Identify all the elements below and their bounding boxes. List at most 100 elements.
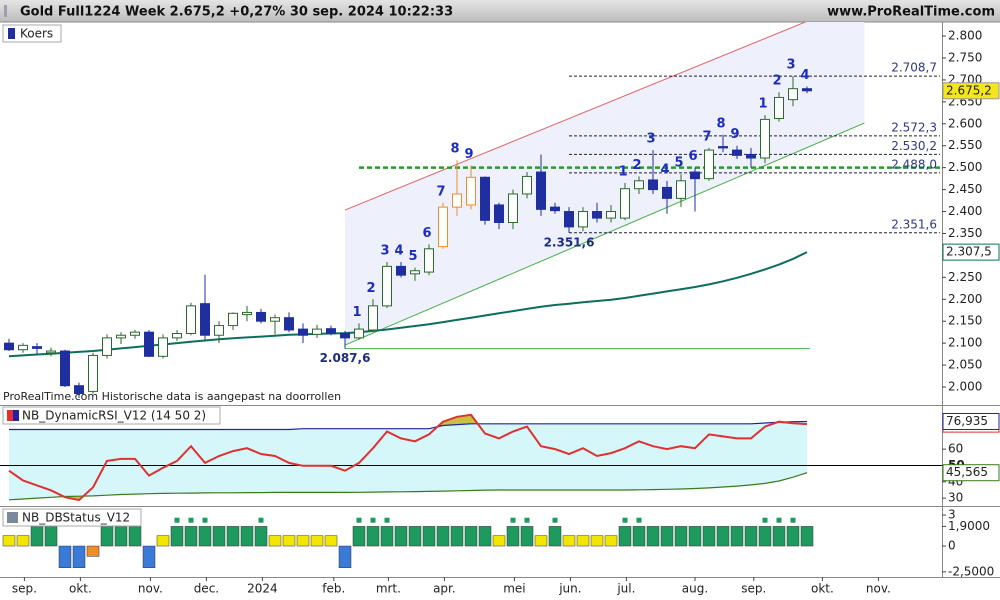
x-tick-label: 2024 bbox=[247, 582, 278, 596]
status-bar bbox=[604, 535, 618, 547]
y-tick-label: 60 bbox=[948, 442, 963, 456]
wave-label: 2 bbox=[632, 158, 641, 173]
status-bar bbox=[338, 545, 352, 568]
candle-body bbox=[578, 211, 588, 228]
candle-body bbox=[802, 88, 812, 92]
candle-body bbox=[760, 118, 770, 159]
candle-body bbox=[676, 180, 686, 199]
wave-label: 1 bbox=[352, 305, 361, 320]
status-bar bbox=[436, 526, 450, 547]
level-label: 2.708,7 bbox=[891, 61, 937, 75]
wave-label: 4 bbox=[800, 68, 809, 83]
status-dot bbox=[776, 517, 782, 523]
x-tick-label: sep. bbox=[741, 582, 766, 596]
legend-icon bbox=[13, 410, 19, 421]
y-tick-label: -2,5000 bbox=[948, 564, 994, 578]
status-bar bbox=[646, 526, 660, 547]
candle-body bbox=[88, 354, 98, 392]
rsi-band bbox=[9, 421, 807, 500]
status-bar bbox=[184, 526, 198, 547]
y-tick-label: 2.000 bbox=[948, 380, 982, 394]
legend-label: Koers bbox=[20, 27, 53, 41]
candle-body bbox=[326, 328, 336, 334]
level-label: 2.488,0 bbox=[891, 157, 937, 171]
y-tick-label: 2.600 bbox=[948, 116, 982, 130]
candle-body bbox=[18, 344, 28, 351]
legend-icon bbox=[7, 410, 13, 421]
status-bar bbox=[296, 535, 310, 547]
status-bar bbox=[744, 526, 758, 547]
candle-body bbox=[774, 96, 784, 120]
status-bar bbox=[786, 526, 800, 547]
channel-fill bbox=[345, 22, 865, 346]
candle-body bbox=[256, 311, 266, 322]
y-tick-label: 2.350 bbox=[948, 226, 982, 240]
candle-body bbox=[242, 311, 252, 316]
low-label: 2.351,6 bbox=[544, 235, 595, 249]
status-bar bbox=[702, 526, 716, 547]
status-bar bbox=[254, 526, 268, 547]
candle-body bbox=[144, 331, 154, 357]
status-bar bbox=[100, 526, 114, 547]
status-bar bbox=[128, 526, 142, 547]
wave-label: 9 bbox=[730, 127, 739, 142]
candle-body bbox=[662, 186, 672, 199]
status-bar bbox=[86, 545, 100, 557]
status-bar bbox=[212, 526, 226, 547]
x-tick-label: dec. bbox=[194, 582, 219, 596]
candle-body bbox=[396, 265, 406, 276]
candle-body bbox=[480, 176, 490, 221]
status-bar bbox=[408, 526, 422, 547]
status-bar bbox=[688, 526, 702, 547]
status-bar bbox=[380, 526, 394, 547]
candle-body bbox=[382, 265, 392, 307]
candle-body bbox=[438, 206, 448, 248]
wave-label: 7 bbox=[702, 129, 711, 144]
status-dot bbox=[202, 517, 208, 523]
legend-label: NB_DBStatus_V12 bbox=[22, 511, 130, 525]
status-dot bbox=[790, 517, 796, 523]
status-bar bbox=[114, 526, 128, 547]
status-bar bbox=[534, 535, 548, 547]
y-tick-label: 3 bbox=[948, 508, 956, 522]
status-dot bbox=[356, 517, 362, 523]
status-bar bbox=[44, 526, 58, 547]
status-bar bbox=[506, 526, 520, 547]
status-bar bbox=[772, 526, 786, 547]
last-value-label: 2.675,2 bbox=[946, 83, 992, 97]
x-tick-label: sep. bbox=[12, 582, 37, 596]
candle-body bbox=[228, 312, 238, 327]
status-bar bbox=[716, 526, 730, 547]
last-value-label: 2.307,5 bbox=[946, 245, 992, 259]
last-value-box bbox=[942, 243, 1000, 261]
x-tick-label: apr. bbox=[433, 582, 456, 596]
status-bar bbox=[240, 526, 254, 547]
wave-label: 8 bbox=[450, 142, 459, 157]
status-bar bbox=[226, 526, 240, 547]
header-bar bbox=[0, 0, 1000, 22]
y-tick-label: 2.500 bbox=[948, 160, 982, 174]
status-bar bbox=[632, 526, 646, 547]
wave-label: 1 bbox=[618, 165, 627, 180]
status-dot bbox=[370, 517, 376, 523]
last-value-box bbox=[942, 464, 1000, 482]
status-dot bbox=[258, 517, 264, 523]
wave-label: 5 bbox=[674, 156, 683, 171]
candle-body bbox=[368, 305, 378, 331]
wave-label: 1 bbox=[758, 97, 767, 112]
wave-label: 3 bbox=[646, 132, 655, 147]
status-bar bbox=[548, 526, 562, 547]
status-bar bbox=[30, 526, 44, 547]
legend-box bbox=[2, 24, 62, 43]
status-bar bbox=[282, 535, 296, 547]
candle-body bbox=[298, 328, 308, 336]
channel-upper bbox=[344, 22, 807, 211]
candle-body bbox=[270, 317, 280, 322]
candle-body bbox=[494, 204, 504, 223]
y-tick-label: 1,9000 bbox=[948, 519, 990, 533]
candle-body bbox=[508, 193, 518, 223]
rsi-line bbox=[8, 413, 808, 502]
candle-body bbox=[60, 350, 70, 387]
